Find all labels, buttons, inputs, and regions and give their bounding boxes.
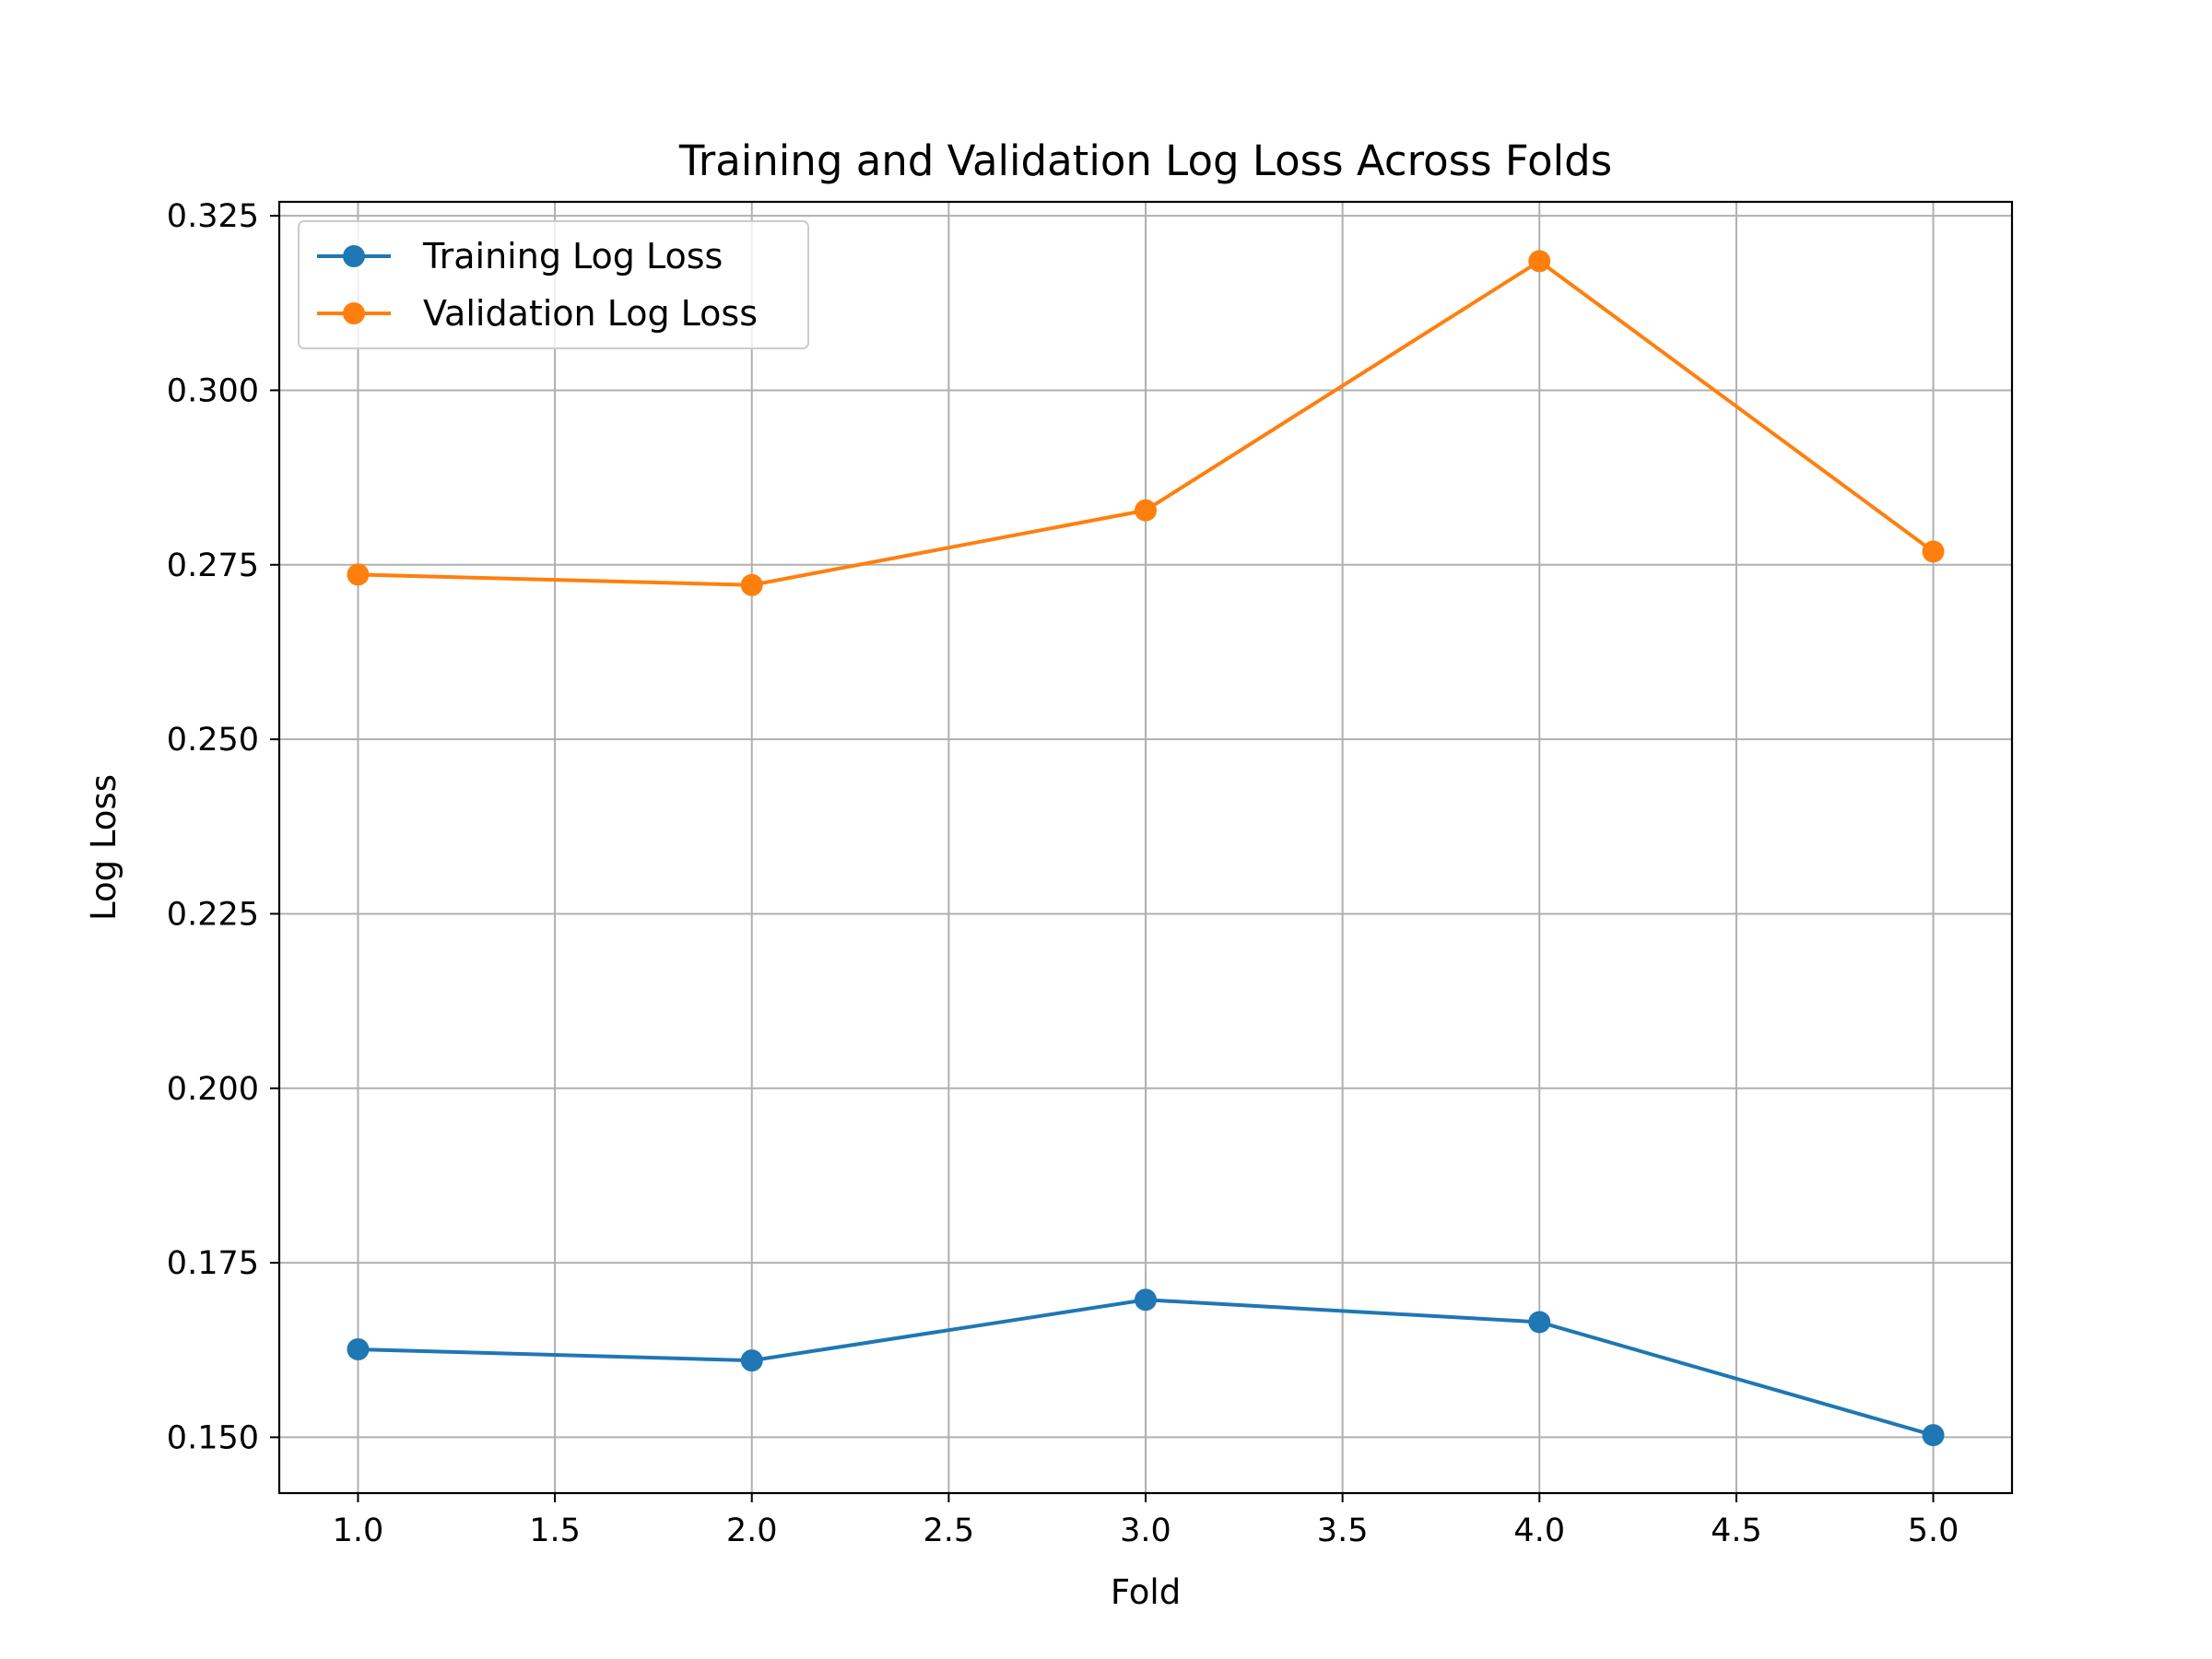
data-point <box>1922 540 1945 563</box>
y-axis-label: Log Loss <box>84 774 124 921</box>
legend-training-label: Training Log Loss <box>422 236 723 276</box>
data-point <box>740 1349 763 1372</box>
series-training <box>347 1288 1945 1447</box>
x-tick-label: 2.0 <box>726 1512 778 1549</box>
x-tick-label: 1.5 <box>529 1512 581 1549</box>
y-tick-label: 0.250 <box>167 722 259 759</box>
x-tick-label: 4.0 <box>1513 1512 1565 1549</box>
data-point <box>1922 1424 1945 1447</box>
data-point <box>347 1337 370 1360</box>
x-tick-label: 5.0 <box>1908 1512 1959 1549</box>
data-point <box>1528 1311 1551 1334</box>
legend-validation-marker <box>343 302 365 324</box>
y-tick-label: 0.225 <box>167 896 259 933</box>
data-point <box>1135 499 1157 522</box>
x-axis-label: Fold <box>1111 1572 1181 1612</box>
y-tick-label: 0.300 <box>167 372 259 409</box>
x-tick-label: 1.0 <box>333 1512 384 1549</box>
data-point <box>1528 250 1551 273</box>
series-validation <box>347 250 1945 596</box>
y-tick-label: 0.175 <box>167 1245 259 1282</box>
data-point <box>1135 1288 1157 1312</box>
y-tick-label: 0.200 <box>167 1071 259 1108</box>
grid-lines <box>279 202 2012 1493</box>
x-tick-label: 4.5 <box>1711 1512 1762 1549</box>
legend-training-marker <box>343 245 365 267</box>
data-point <box>740 573 763 596</box>
legend-box <box>298 220 809 349</box>
series-layer <box>347 250 1945 1447</box>
x-tick-label: 3.0 <box>1120 1512 1171 1549</box>
legend-validation-label: Validation Log Loss <box>423 293 758 334</box>
chart-title: Training and Validation Log Loss Across … <box>678 136 1612 185</box>
y-tick-label: 0.150 <box>167 1419 259 1456</box>
x-tick-label: 2.5 <box>924 1512 975 1549</box>
y-tick-label: 0.275 <box>167 547 259 584</box>
data-point <box>347 563 370 586</box>
y-tick-label: 0.325 <box>167 198 259 235</box>
axis-ticks: 1.0 1.5 2.0 2.5 3.0 3.5 4.0 4.5 5.0 0.150 0.175 0.2… <box>167 198 1959 1549</box>
legend: Training Log Loss Validation Log Loss <box>298 220 809 349</box>
x-tick-label: 3.5 <box>1317 1512 1369 1549</box>
